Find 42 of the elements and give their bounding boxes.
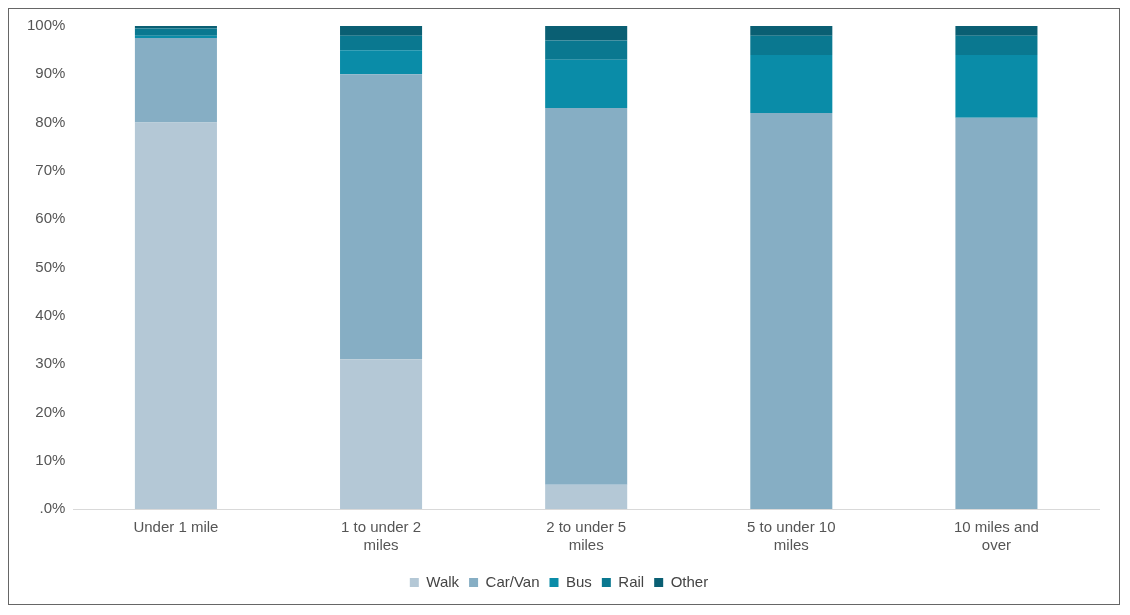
bar [750, 35, 833, 55]
y-tick-label: 90% [35, 64, 66, 82]
bar [340, 35, 423, 51]
x-tick-label: 2 to under 5 miles [546, 518, 627, 554]
bar [545, 26, 628, 41]
y-tick-label: 50% [35, 257, 66, 275]
bar [750, 54, 833, 113]
bar [545, 108, 628, 485]
bar [750, 112, 833, 509]
y-tick-label: 70% [35, 161, 66, 179]
bar [955, 35, 1038, 55]
y-tick-label: 10% [35, 450, 66, 468]
bar [955, 26, 1038, 36]
y-tick-label: 30% [35, 354, 66, 372]
legend-label: Bus [565, 572, 592, 590]
y-tick-label: 40% [35, 305, 66, 323]
legend-label: Car/Van [485, 572, 540, 590]
bar [750, 26, 833, 36]
bar [134, 28, 217, 36]
x-tick-label: 5 to under 10 miles [747, 518, 836, 554]
y-tick-label: 100% [26, 16, 66, 34]
x-tick-label: Under 1 mile [133, 518, 219, 536]
y-tick-label: 60% [35, 209, 66, 227]
bar [340, 26, 423, 36]
bar [545, 40, 628, 60]
bar [340, 74, 423, 360]
legend-label: Rail [618, 572, 645, 590]
x-tick-label: 10 miles and over [953, 518, 1039, 554]
bar [545, 484, 628, 509]
legend-label: Other [670, 572, 709, 590]
bar [134, 38, 217, 123]
legend-label: Walk [426, 572, 460, 590]
bar [955, 54, 1038, 118]
bar [545, 59, 628, 109]
bar [340, 50, 423, 75]
bar [134, 122, 217, 509]
y-tick-label: 20% [35, 402, 66, 420]
bar [340, 359, 423, 509]
y-tick-label: .0% [39, 499, 66, 517]
y-tick-label: 80% [35, 112, 66, 130]
bar [955, 117, 1038, 509]
x-tick-label: 1 to under 2 miles [341, 518, 422, 554]
